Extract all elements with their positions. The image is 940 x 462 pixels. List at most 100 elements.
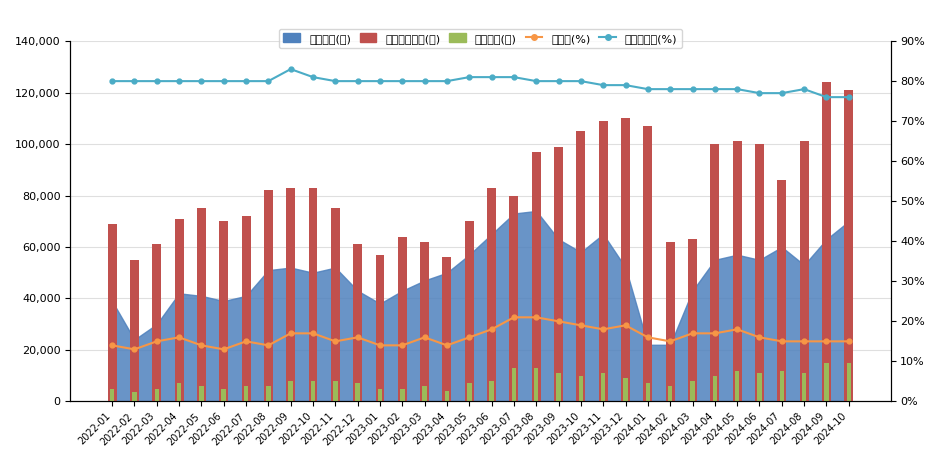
成交折价率(%) [553,79,564,84]
成交折价率(%) [754,91,765,96]
Bar [331,208,339,401]
Bar [333,381,337,401]
清仓率(%) [486,327,497,332]
成交折价率(%) [665,86,676,92]
Bar [844,90,854,401]
Bar [400,389,404,401]
Bar [621,118,630,401]
Bar [130,260,139,401]
Bar [534,368,539,401]
成交折价率(%) [687,86,698,92]
Bar [464,221,474,401]
Bar [666,242,675,401]
Bar [668,386,672,401]
Bar [646,383,650,401]
清仓率(%) [397,343,408,348]
Bar [758,373,761,401]
Bar [286,188,295,401]
成交折价率(%) [731,86,743,92]
清仓率(%) [687,331,698,336]
Bar [779,371,784,401]
Bar [802,373,807,401]
成交折价率(%) [441,79,452,84]
清仓率(%) [798,339,809,344]
成交折价率(%) [575,79,587,84]
清仓率(%) [129,346,140,352]
清仓率(%) [218,346,229,352]
Bar [822,82,831,401]
Bar [445,391,449,401]
Bar [735,371,740,401]
成交折价率(%) [330,79,341,84]
Bar [110,389,115,401]
Bar [556,373,561,401]
Bar [219,221,228,401]
成交折价率(%) [285,67,296,72]
清仓率(%) [106,343,118,348]
成交折价率(%) [509,74,520,80]
清仓率(%) [374,343,385,348]
清仓率(%) [330,339,341,344]
Bar [599,121,607,401]
Bar [355,383,360,401]
Bar [847,363,851,401]
成交折价率(%) [262,79,274,84]
Bar [824,363,829,401]
成交折价率(%) [352,79,363,84]
清仓率(%) [530,315,541,320]
Bar [755,144,764,401]
清仓率(%) [709,331,720,336]
Bar [511,368,516,401]
成交折价率(%) [241,79,252,84]
成交折价率(%) [843,94,854,100]
Bar [554,146,563,401]
Bar [623,378,628,401]
Bar [222,389,226,401]
Bar [199,386,204,401]
Bar [107,224,117,401]
Bar [289,381,293,401]
清仓率(%) [598,327,609,332]
Bar [133,392,136,401]
Bar [242,216,250,401]
Bar [713,376,717,401]
清仓率(%) [509,315,520,320]
Bar [643,126,652,401]
Bar [576,131,586,401]
Bar [264,190,273,401]
清仓率(%) [821,339,832,344]
Bar [154,389,159,401]
清仓率(%) [307,331,319,336]
成交折价率(%) [129,79,140,84]
Bar [398,237,407,401]
成交折价率(%) [218,79,229,84]
清仓率(%) [419,334,431,340]
成交折价率(%) [486,74,497,80]
Bar [601,373,605,401]
Bar [487,188,496,401]
清仓率(%) [665,339,676,344]
清仓率(%) [241,339,252,344]
清仓率(%) [173,334,184,340]
清仓率(%) [619,322,631,328]
Bar [266,386,271,401]
清仓率(%) [843,339,854,344]
成交折价率(%) [151,79,163,84]
Bar [732,141,742,401]
Bar [420,242,429,401]
成交折价率(%) [307,74,319,80]
成交折价率(%) [530,79,541,84]
成交折价率(%) [598,82,609,88]
清仓率(%) [776,339,788,344]
成交折价率(%) [776,91,788,96]
Bar [490,381,494,401]
成交折价率(%) [173,79,184,84]
清仓率(%) [262,343,274,348]
清仓率(%) [731,327,743,332]
Bar [308,188,318,401]
Legend: 新上拍品(件), 交易截止拍品(件), 成交拍品(件), 清仓率(%), 成交折价率(%): 新上拍品(件), 交易截止拍品(件), 成交拍品(件), 清仓率(%), 成交折… [279,29,682,48]
成交折价率(%) [397,79,408,84]
Line: 成交折价率(%): 成交折价率(%) [110,67,852,100]
Bar [777,180,786,401]
Bar [353,244,362,401]
